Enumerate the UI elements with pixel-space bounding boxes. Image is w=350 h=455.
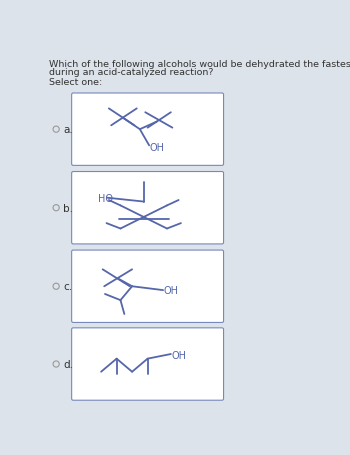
- Text: OH: OH: [150, 142, 165, 152]
- Text: HO: HO: [98, 193, 113, 203]
- FancyBboxPatch shape: [72, 328, 224, 400]
- Text: Which of the following alcohols would be dehydrated the fastest to form an alken: Which of the following alcohols would be…: [49, 60, 350, 69]
- Text: Select one:: Select one:: [49, 78, 103, 86]
- Text: c.: c.: [63, 282, 72, 292]
- FancyBboxPatch shape: [72, 94, 224, 166]
- Text: during an acid-catalyzed reaction?: during an acid-catalyzed reaction?: [49, 68, 214, 76]
- Text: b.: b.: [63, 203, 73, 213]
- Text: OH: OH: [164, 285, 179, 295]
- Text: OH: OH: [172, 350, 187, 360]
- FancyBboxPatch shape: [72, 172, 224, 244]
- Text: d.: d.: [63, 359, 73, 369]
- Text: a.: a.: [63, 125, 73, 135]
- FancyBboxPatch shape: [72, 251, 224, 323]
